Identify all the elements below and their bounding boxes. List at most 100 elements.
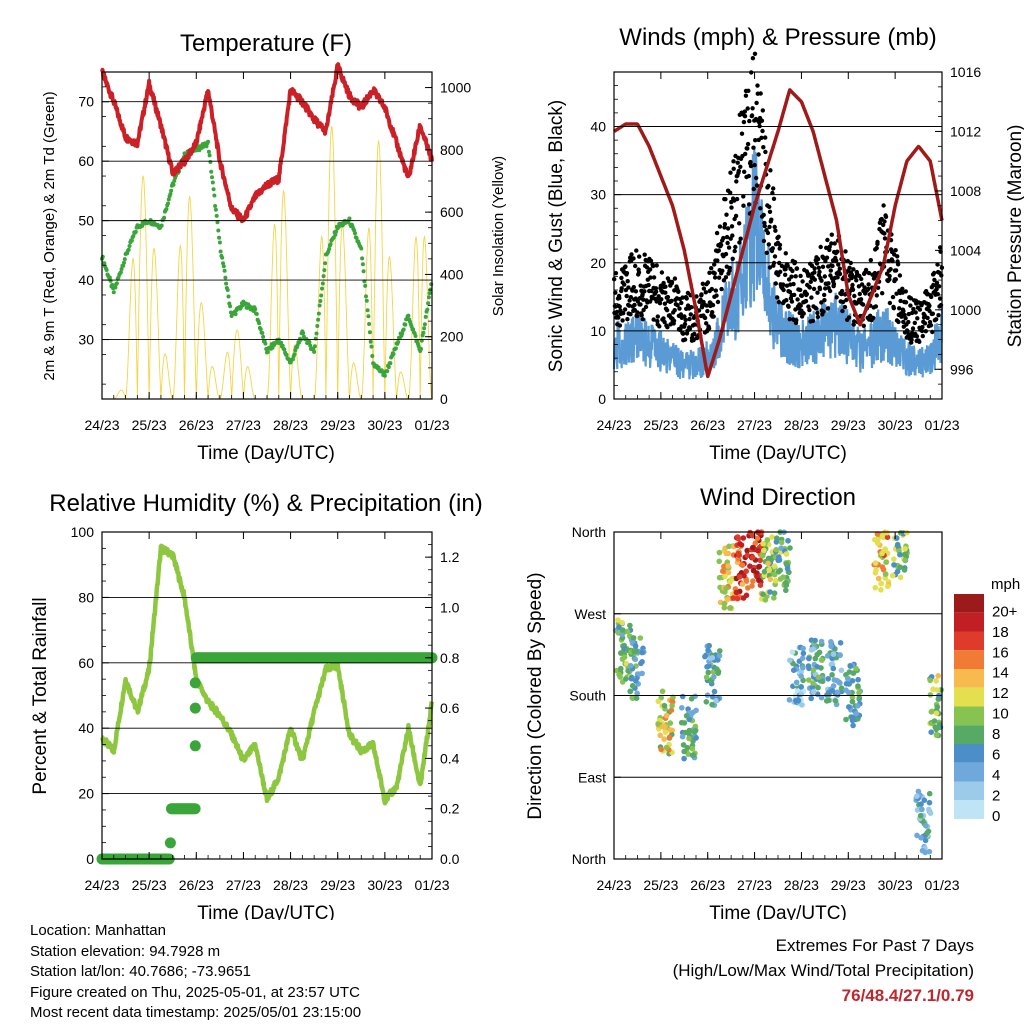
- gust-point: [643, 304, 649, 310]
- colorbar-swatch: [954, 594, 984, 613]
- dewpoint-point: [216, 228, 221, 233]
- gust-point: [798, 273, 803, 279]
- direction-point: [627, 688, 634, 695]
- gust-point: [768, 168, 773, 173]
- gust-point: [625, 279, 630, 284]
- gust-point: [628, 295, 633, 300]
- gust-point: [906, 319, 911, 325]
- gust-point: [840, 308, 845, 314]
- dewpoint-point: [333, 232, 338, 237]
- gust-point: [614, 309, 620, 315]
- direction-point: [856, 695, 863, 701]
- direction-point: [693, 735, 699, 741]
- direction-plot: North East South West North 24/23 25/23 26/23 27…: [569, 524, 959, 893]
- x-tick-label: 29/23: [831, 877, 866, 893]
- gust-point: [827, 288, 833, 294]
- gust-point: [798, 287, 803, 293]
- x-tick-label: 25/23: [132, 877, 167, 893]
- direction-point: [927, 810, 934, 816]
- gust-point: [932, 277, 937, 283]
- gust-point: [688, 312, 693, 317]
- gust-point: [807, 285, 812, 290]
- dewpoint-point: [223, 275, 228, 280]
- dewpoint-point: [166, 201, 170, 206]
- gust-point: [653, 289, 659, 294]
- gust-point: [762, 220, 767, 226]
- gust-point: [703, 290, 708, 295]
- gust-point: [837, 271, 843, 277]
- gust-point: [771, 186, 776, 191]
- direction-point: [739, 581, 746, 587]
- direction-point: [926, 790, 933, 797]
- x-tick-label: 26/23: [690, 417, 725, 433]
- gust-point: [751, 186, 756, 192]
- winds-title: Winds (mph) & Pressure (mb): [619, 24, 936, 51]
- dewpoint-point: [361, 269, 366, 274]
- gust-point: [734, 179, 739, 184]
- direction-point: [663, 712, 670, 719]
- plot-frame: [101, 531, 433, 860]
- gust-point: [890, 294, 896, 300]
- direction-point: [927, 692, 934, 698]
- colorbar-swatch: [954, 725, 984, 744]
- dewpoint-point: [221, 264, 226, 269]
- gust-point: [742, 114, 748, 119]
- y-tick-label: 40: [78, 272, 94, 288]
- gust-point: [723, 275, 729, 280]
- direction-point: [786, 697, 793, 703]
- gust-point: [661, 316, 666, 321]
- gust-point: [622, 307, 628, 312]
- gust-point: [663, 284, 668, 289]
- dewpoint-point: [321, 274, 326, 279]
- direction-point: [750, 544, 756, 551]
- extremes-legend: (High/Low/Max Wind/Total Precipitation): [672, 961, 974, 980]
- gust-point: [901, 319, 906, 325]
- direction-point: [663, 744, 670, 751]
- direction-point: [682, 729, 689, 736]
- dewpoint-point: [316, 311, 321, 316]
- dewpoint-point: [121, 263, 126, 268]
- direction-point: [834, 689, 841, 695]
- gust-point: [819, 278, 824, 283]
- gust-point: [866, 286, 871, 292]
- winds-xlabel: Time (Day/UTC): [709, 443, 847, 464]
- gust-point: [663, 290, 668, 295]
- gust-point: [826, 281, 831, 286]
- gust-point: [657, 301, 663, 306]
- direction-point: [777, 576, 784, 582]
- direction-point: [828, 639, 834, 645]
- dewpoint-point: [426, 301, 431, 306]
- dewpoint-point: [211, 187, 216, 192]
- direction-point: [633, 678, 639, 684]
- gust-point: [783, 266, 788, 272]
- direction-point: [798, 673, 804, 679]
- gust-point: [911, 306, 916, 312]
- direction-point: [810, 688, 817, 695]
- direction-point: [733, 589, 740, 596]
- dewpoint-point: [416, 344, 421, 349]
- gust-point: [661, 280, 666, 286]
- direction-point: [783, 561, 790, 567]
- gust-point: [675, 303, 680, 308]
- direction-point: [659, 723, 665, 730]
- gust-point: [887, 300, 893, 306]
- gust-point: [683, 317, 688, 323]
- dewpoint-point: [222, 268, 227, 273]
- direction-point: [619, 631, 625, 638]
- gust-point: [813, 306, 819, 311]
- gust-point: [710, 310, 715, 315]
- dewpoint-point: [108, 278, 113, 283]
- gust-point: [835, 275, 840, 280]
- gust-point: [781, 287, 786, 293]
- dewpoint-point: [207, 153, 212, 158]
- colorbar-swatch: [954, 744, 984, 763]
- gust-point: [863, 267, 869, 273]
- direction-point: [629, 682, 636, 689]
- direction-point: [632, 656, 639, 663]
- gust-point: [910, 310, 915, 316]
- gust-point: [657, 324, 662, 329]
- direction-point: [933, 710, 940, 716]
- gust-point: [636, 270, 642, 275]
- gust-point: [714, 293, 719, 298]
- gust-point: [627, 303, 632, 308]
